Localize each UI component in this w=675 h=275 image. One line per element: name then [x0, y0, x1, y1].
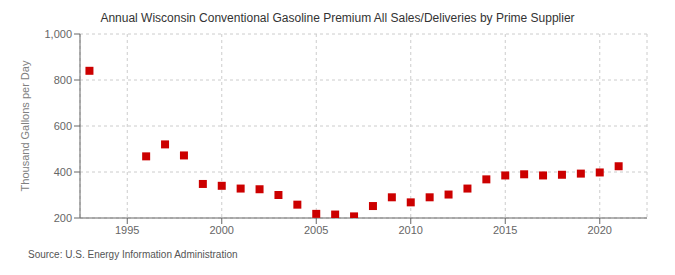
svg-text:2005: 2005 [304, 224, 328, 236]
svg-text:1,000: 1,000 [44, 28, 72, 40]
svg-text:800: 800 [54, 74, 72, 86]
svg-text:Thousand Gallons per Day: Thousand Gallons per Day [19, 60, 31, 191]
svg-text:200: 200 [54, 212, 72, 224]
svg-text:1995: 1995 [115, 224, 139, 236]
svg-text:600: 600 [54, 120, 72, 132]
svg-text:2020: 2020 [588, 224, 612, 236]
svg-text:2015: 2015 [493, 224, 517, 236]
svg-text:2010: 2010 [399, 224, 423, 236]
svg-text:2000: 2000 [210, 224, 234, 236]
svg-text:400: 400 [54, 166, 72, 178]
html-text:Annual Wisconsin Conventional: Annual Wisconsin Conventional Gasoline P… [100, 11, 575, 25]
html-text:Source: U.S. Energy Informatio: Source: U.S. Energy Information Administ… [28, 249, 238, 260]
